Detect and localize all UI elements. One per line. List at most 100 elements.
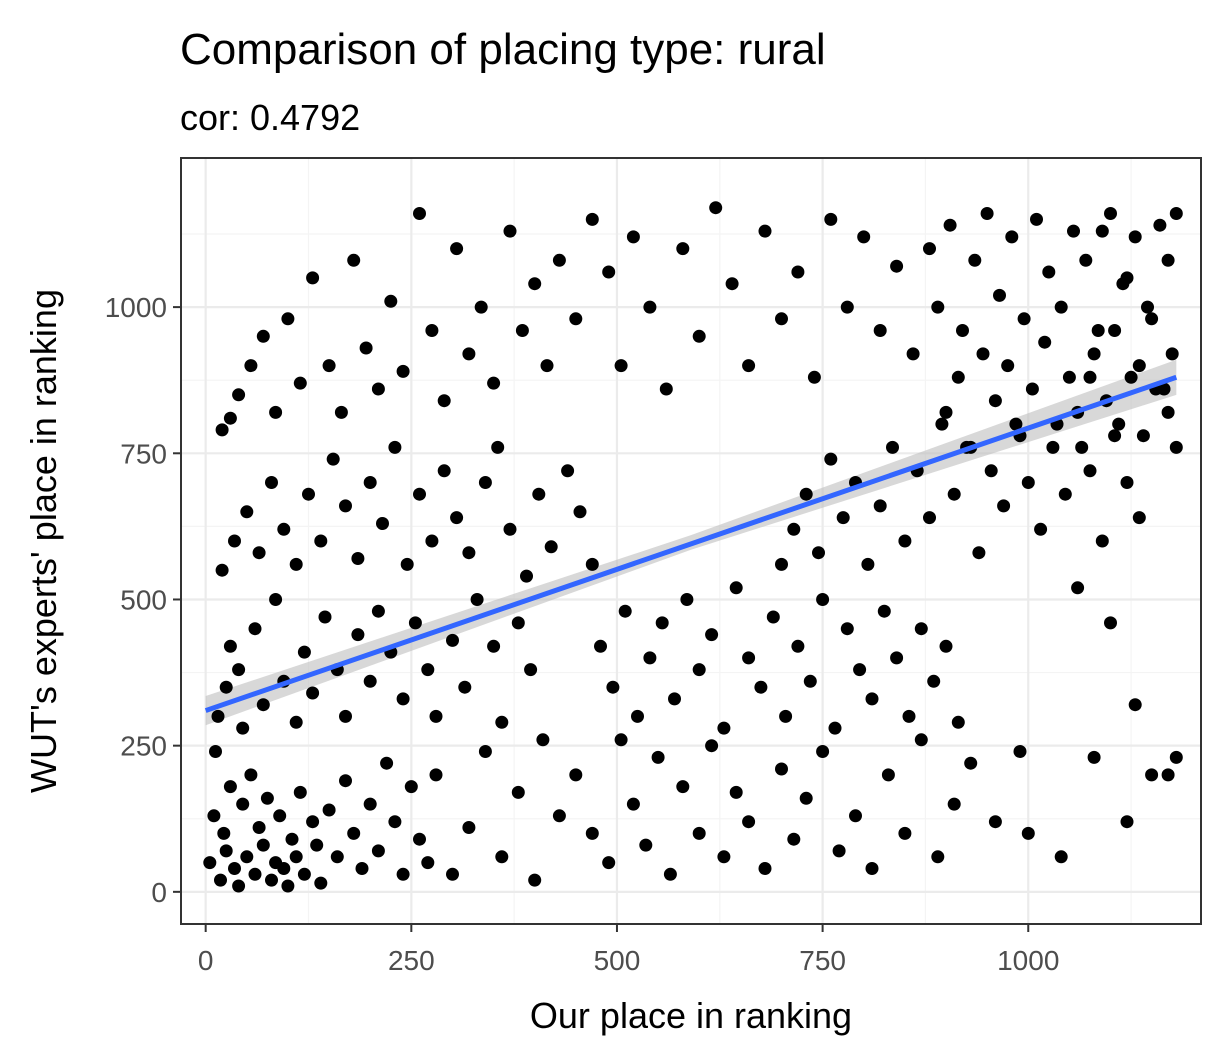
scatter-point xyxy=(865,862,879,875)
scatter-point xyxy=(939,639,953,653)
scatter-point xyxy=(729,581,743,595)
scatter-point xyxy=(1021,826,1035,840)
scatter-point xyxy=(1005,230,1019,244)
scatter-point xyxy=(914,622,928,636)
scatter-point xyxy=(931,300,945,314)
scatter-point xyxy=(812,546,825,560)
scatter-point xyxy=(289,850,303,864)
scatter-point xyxy=(552,253,566,267)
scatter-point xyxy=(643,651,657,665)
scatter-point xyxy=(1169,440,1183,454)
y-tick-label: 500 xyxy=(120,584,167,615)
scatter-point xyxy=(1128,230,1142,244)
scatter-point xyxy=(232,388,246,402)
scatter-point xyxy=(1087,347,1101,361)
chart-subtitle: cor: 0.4792 xyxy=(180,97,360,138)
scatter-point xyxy=(232,879,246,893)
scatter-point xyxy=(676,242,690,256)
scatter-point xyxy=(281,879,295,893)
scatter-point xyxy=(663,867,677,881)
scatter-point xyxy=(339,774,352,788)
scatter-point xyxy=(1169,750,1183,764)
scatter-point xyxy=(643,300,657,314)
scatter-point xyxy=(1001,359,1015,373)
scatter-point xyxy=(314,534,328,548)
scatter-point xyxy=(450,242,464,256)
scatter-point xyxy=(836,511,850,525)
scatter-point xyxy=(240,850,254,864)
scatter-point xyxy=(265,476,278,489)
scatter-point xyxy=(515,324,529,337)
scatter-point xyxy=(803,674,817,688)
scatter-point xyxy=(450,511,464,525)
scatter-point xyxy=(898,534,912,548)
scatter-point xyxy=(984,464,998,478)
scatter-point xyxy=(223,780,237,794)
scatter-point xyxy=(446,867,459,881)
scatter-point xyxy=(421,663,435,677)
scatter-point xyxy=(400,557,414,571)
scatter-point xyxy=(1062,370,1076,384)
scatter-point xyxy=(791,639,805,653)
scatter-point xyxy=(1136,429,1150,443)
scatter-point xyxy=(758,224,772,238)
scatter-point xyxy=(491,440,505,454)
scatter-point xyxy=(956,324,969,337)
scatter-point xyxy=(1145,768,1159,782)
scatter-point xyxy=(935,417,949,431)
scatter-point xyxy=(692,663,706,677)
scatter-point xyxy=(413,207,426,220)
scatter-point xyxy=(1120,476,1134,489)
scatter-point xyxy=(207,809,221,823)
scatter-point xyxy=(306,271,320,285)
scatter-point xyxy=(1067,224,1080,238)
scatter-point xyxy=(951,715,965,729)
scatter-point xyxy=(232,663,246,677)
x-tick-label: 250 xyxy=(388,945,435,976)
scatter-point xyxy=(886,440,899,454)
scatter-point xyxy=(1104,207,1117,220)
scatter-point xyxy=(717,850,731,864)
scatter-point xyxy=(1034,522,1048,536)
scatter-point xyxy=(421,856,435,870)
scatter-point xyxy=(927,674,941,688)
scatter-point xyxy=(248,867,262,881)
scatter-point xyxy=(524,663,538,677)
scatter-point xyxy=(1120,271,1134,285)
y-tick-label: 250 xyxy=(120,731,167,762)
scatter-point xyxy=(914,733,928,747)
scatter-point xyxy=(1153,218,1167,232)
scatter-point xyxy=(281,312,295,326)
scatter-point xyxy=(252,546,266,560)
scatter-point xyxy=(972,546,986,560)
scatter-point xyxy=(1141,300,1154,314)
scatter-point xyxy=(209,745,222,758)
scatter-point xyxy=(890,651,904,665)
x-tick-label: 0 xyxy=(198,945,214,976)
scatter-point xyxy=(618,604,632,618)
scatter-point xyxy=(676,780,690,794)
scatter-point xyxy=(265,873,278,887)
scatter-point xyxy=(968,253,982,267)
scatter-point xyxy=(964,756,978,770)
scatter-point xyxy=(351,552,365,565)
scatter-point xyxy=(1161,253,1175,267)
scatter-point xyxy=(898,826,912,840)
scatter-point xyxy=(371,382,385,396)
scatter-point xyxy=(1108,429,1122,443)
scatter-point xyxy=(1132,511,1146,525)
scatter-point xyxy=(228,862,241,875)
scatter-point xyxy=(371,844,385,858)
scatter-point xyxy=(655,616,669,630)
scatter-point xyxy=(217,826,231,840)
plot-panel-border xyxy=(180,157,1202,925)
scatter-point xyxy=(437,464,451,478)
scatter-point xyxy=(997,499,1011,513)
scatter-point xyxy=(495,850,509,864)
scatter-point xyxy=(585,557,599,571)
scatter-point xyxy=(1104,616,1117,630)
scatter-point xyxy=(446,633,459,647)
x-axis-title: Our place in ranking xyxy=(530,995,852,1036)
scatter-point xyxy=(219,844,233,858)
scatter-point xyxy=(1083,370,1097,384)
